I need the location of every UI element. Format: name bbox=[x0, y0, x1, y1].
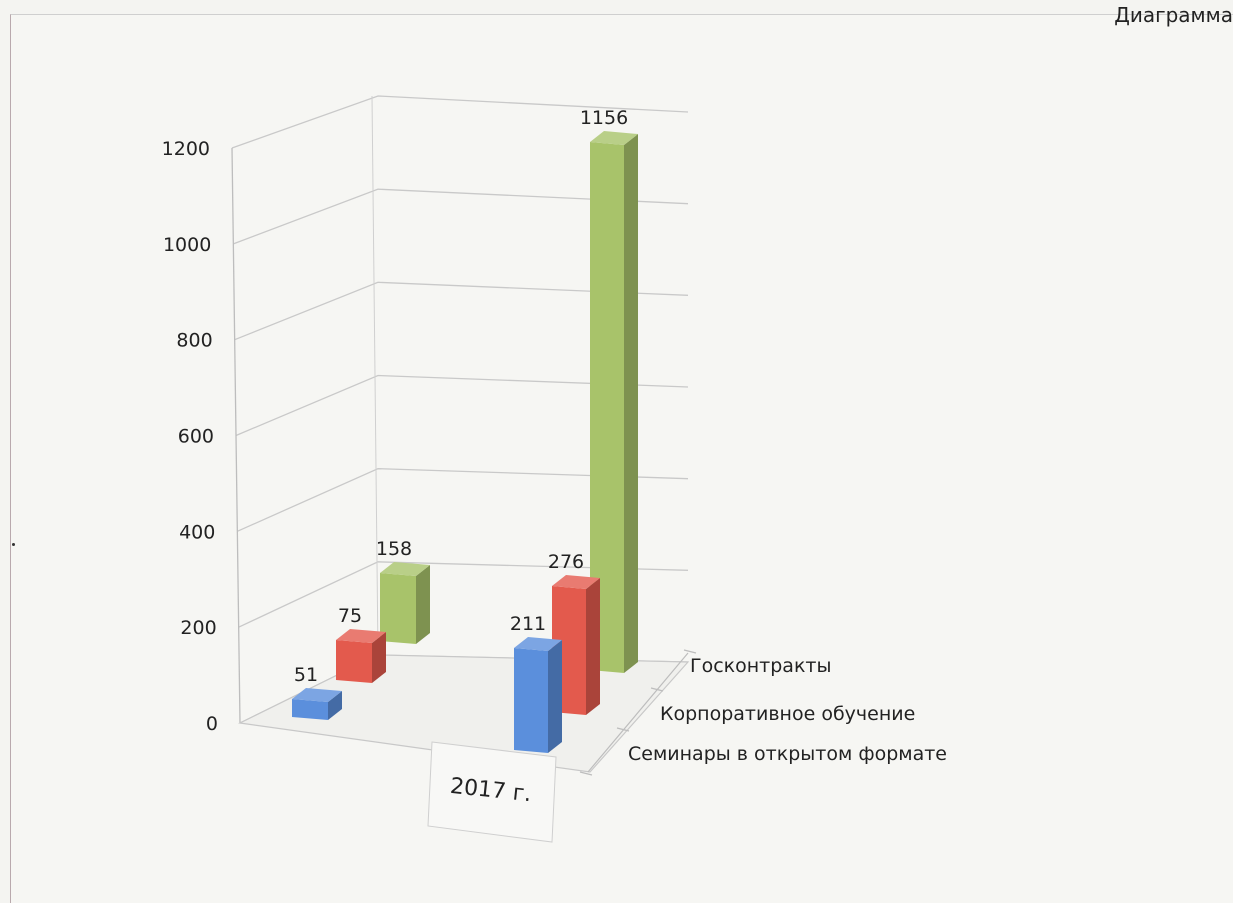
legend-label-1: Корпоративное обучение bbox=[660, 703, 915, 725]
bar-front-s0-g0 bbox=[292, 699, 328, 720]
left-wall-edge bbox=[231, 147, 241, 724]
gridline-1000 bbox=[233, 188, 689, 245]
bar-side-s2-g1 bbox=[624, 134, 638, 673]
bar-top-s2-g1 bbox=[590, 131, 638, 145]
bar-side-s1-g0 bbox=[372, 632, 386, 683]
bar-top-s1-g0 bbox=[336, 629, 386, 643]
back-wall-edge bbox=[371, 95, 379, 656]
y-tick-label-1000: 1000 bbox=[163, 234, 211, 256]
y-tick-label-800: 800 bbox=[176, 330, 212, 352]
legend-label-2: Госконтракты bbox=[690, 655, 832, 677]
bar-front-s1-g0 bbox=[336, 640, 372, 683]
bar-top-s0-g1 bbox=[514, 637, 562, 651]
gridline-600 bbox=[235, 374, 689, 437]
legend-label-0: Семинары в открытом формате bbox=[628, 743, 947, 765]
data-label-s1-g0: 75 bbox=[338, 605, 362, 627]
bar-top-s1-g1 bbox=[552, 575, 600, 589]
y-tick-label-600: 600 bbox=[178, 426, 214, 448]
category-label-box bbox=[427, 741, 557, 843]
gridline-1200 bbox=[231, 95, 689, 149]
depth-tick-0 bbox=[579, 771, 593, 776]
y-tick-label-1200: 1200 bbox=[162, 138, 210, 160]
bar-side-s2-g0 bbox=[416, 565, 430, 644]
bar-top-s2-g0 bbox=[380, 562, 430, 576]
data-label-s1-g1: 276 bbox=[548, 551, 584, 573]
bar-front-s0-g1 bbox=[514, 648, 548, 753]
depth-tick-2 bbox=[650, 687, 664, 692]
data-label-s0-g0: 51 bbox=[294, 664, 318, 686]
bar-side-s1-g1 bbox=[586, 578, 600, 715]
bar-front-s2-g0 bbox=[380, 573, 416, 644]
depth-axis bbox=[587, 652, 689, 773]
bar-front-s2-g1 bbox=[590, 142, 624, 673]
gridline-400 bbox=[237, 468, 689, 532]
chart-corner-title: Диаграмма bbox=[1114, 3, 1233, 27]
data-label-s2-g1: 1156 bbox=[580, 107, 628, 129]
y-tick-label-400: 400 bbox=[179, 521, 215, 543]
data-label-s2-g0: 158 bbox=[376, 538, 412, 560]
bar-side-s0-g1 bbox=[548, 640, 562, 753]
data-label-s0-g1: 211 bbox=[510, 613, 546, 635]
depth-tick-3 bbox=[683, 649, 697, 654]
bar-side-s0-g0 bbox=[328, 691, 342, 720]
gridline-800 bbox=[234, 281, 689, 341]
y-tick-label-0: 0 bbox=[206, 713, 218, 735]
bar-top-s0-g0 bbox=[292, 688, 342, 702]
y-tick-label-200: 200 bbox=[180, 617, 216, 639]
gridline-200 bbox=[238, 561, 689, 628]
stray-dot bbox=[12, 543, 15, 546]
depth-tick-1 bbox=[616, 727, 630, 732]
